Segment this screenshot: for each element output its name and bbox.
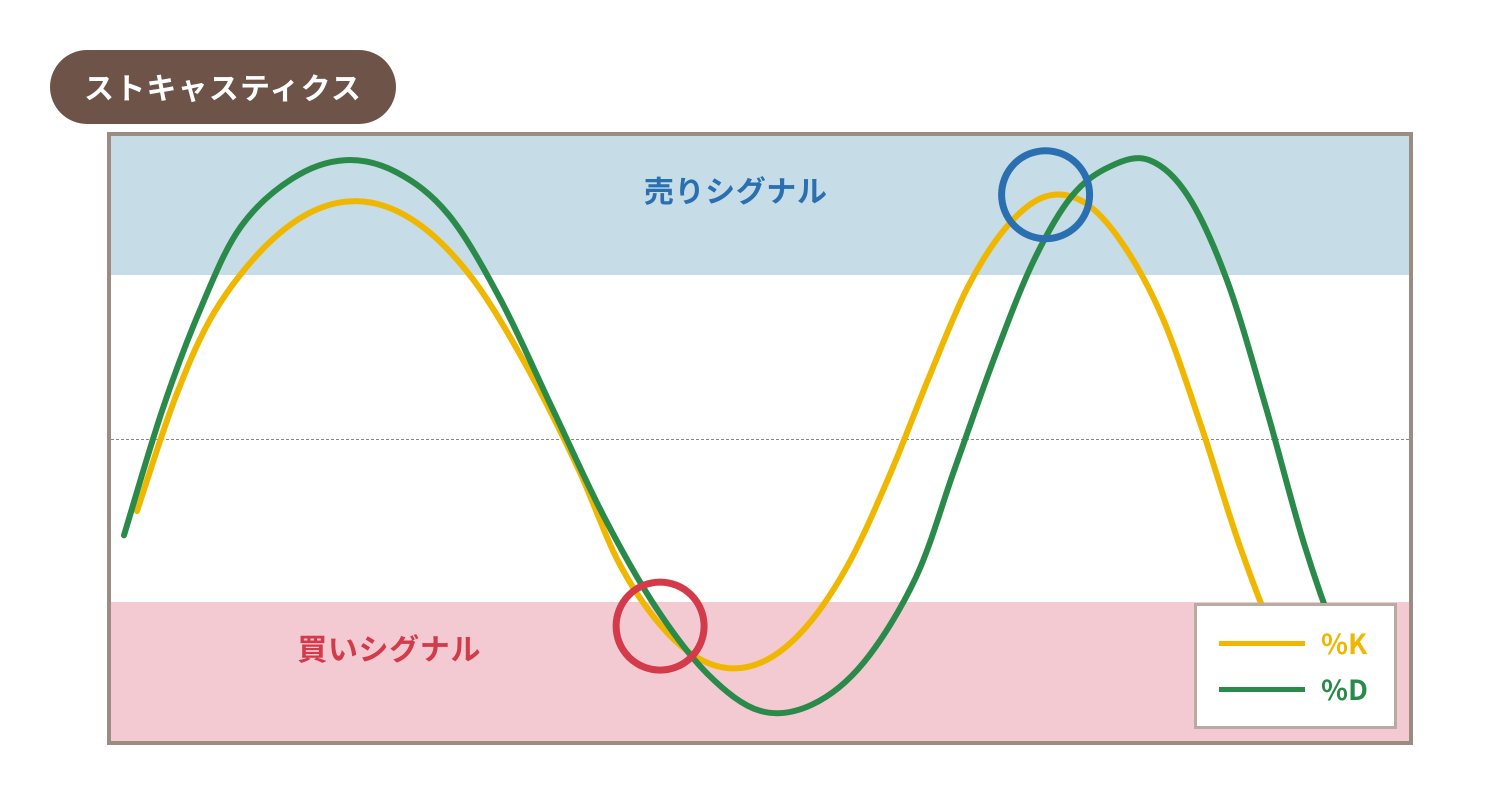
buy-signal-label: 買いシグナル: [297, 625, 481, 669]
legend: %K %D: [1194, 603, 1397, 729]
legend-swatch: [1219, 687, 1305, 692]
stochastics-chart: 売りシグナル 買いシグナル %K %D: [107, 132, 1413, 745]
series-percent-k: [137, 195, 1318, 699]
page-root: ストキャスティクス 売りシグナル 買いシグナル %K %D: [0, 0, 1500, 785]
legend-label: %K: [1321, 623, 1367, 663]
legend-label: %D: [1321, 669, 1368, 709]
sell-signal-label: 売りシグナル: [644, 167, 828, 211]
page-title-text: ストキャスティクス: [84, 64, 362, 108]
legend-row-percent-d: %D: [1219, 666, 1368, 712]
page-title: ストキャスティクス: [50, 50, 396, 124]
legend-swatch: [1219, 641, 1305, 646]
legend-row-percent-k: %K: [1219, 620, 1368, 666]
